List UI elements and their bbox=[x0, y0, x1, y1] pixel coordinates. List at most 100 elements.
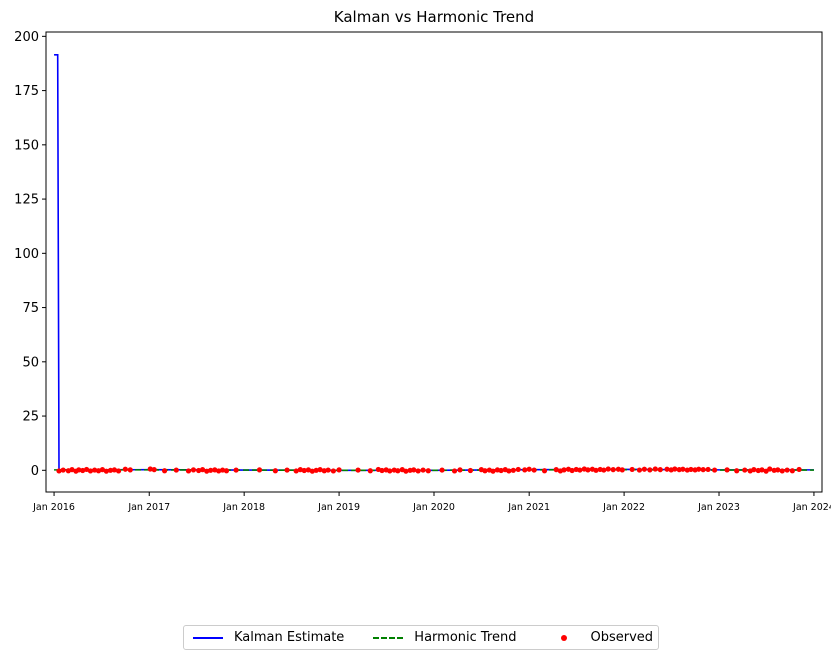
observed-point bbox=[688, 466, 694, 473]
observed-point bbox=[531, 467, 537, 473]
observed-point bbox=[297, 467, 303, 473]
y-tick-label: 125 bbox=[14, 193, 39, 208]
observed-point bbox=[272, 468, 278, 474]
observed-points bbox=[56, 466, 802, 474]
observed-point bbox=[779, 468, 785, 474]
y-tick-label: 175 bbox=[14, 84, 39, 99]
observed-point bbox=[641, 466, 647, 472]
chart-title: Kalman vs Harmonic Trend bbox=[334, 8, 534, 26]
observed-point bbox=[467, 467, 474, 474]
observed-point bbox=[629, 466, 635, 473]
observed-point bbox=[751, 467, 757, 473]
observed-point bbox=[212, 467, 218, 473]
legend-label: Observed bbox=[590, 630, 654, 645]
y-tick-label: 75 bbox=[22, 301, 39, 316]
observed-point bbox=[317, 467, 323, 473]
y-tick-label: 50 bbox=[22, 355, 39, 370]
observed-point bbox=[80, 467, 86, 474]
observed-point bbox=[420, 467, 426, 473]
observed-point bbox=[69, 467, 75, 473]
observed-point bbox=[775, 467, 781, 473]
y-tick-label: 0 bbox=[31, 464, 39, 479]
legend-swatch-dashed-line bbox=[371, 632, 405, 644]
observed-point bbox=[490, 468, 496, 474]
observed-point bbox=[700, 467, 706, 473]
observed-point bbox=[510, 467, 516, 473]
observed-point bbox=[767, 466, 773, 472]
observed-point bbox=[796, 466, 802, 473]
observed-point bbox=[711, 467, 718, 473]
observed-point bbox=[541, 468, 548, 474]
observed-point bbox=[76, 467, 82, 473]
x-tick-label: Jan 2022 bbox=[602, 502, 645, 513]
legend-label: Harmonic Trend bbox=[414, 630, 517, 645]
observed-point bbox=[403, 468, 409, 474]
observed-point bbox=[321, 468, 327, 474]
observed-point bbox=[615, 466, 621, 472]
observed-point bbox=[387, 468, 393, 474]
observed-point bbox=[284, 467, 290, 473]
kalman-estimate-line bbox=[54, 53, 814, 472]
observed-point bbox=[610, 467, 616, 473]
observed-point bbox=[561, 467, 567, 473]
x-tick-label: Jan 2021 bbox=[507, 502, 550, 513]
legend-swatch-dot bbox=[547, 632, 581, 644]
observed-point bbox=[111, 467, 117, 473]
observed-point bbox=[367, 468, 373, 474]
observed-point bbox=[724, 467, 730, 473]
x-axis: Jan 2016 Jan 2017 Jan 2018 Jan 2019 Jan 2020… bbox=[32, 492, 831, 513]
observed-point bbox=[451, 468, 458, 474]
observed-point bbox=[233, 467, 239, 473]
observed-point bbox=[99, 467, 106, 473]
observed-point bbox=[127, 467, 133, 473]
observed-point bbox=[657, 467, 663, 473]
observed-point bbox=[301, 467, 307, 474]
observed-point bbox=[457, 467, 463, 473]
y-axis: 0 25 50 75 100 125 150 175 200 bbox=[14, 30, 46, 479]
observed-point bbox=[219, 467, 226, 473]
observed-point bbox=[664, 466, 670, 472]
legend-item-harmonic-trend: Harmonic Trend bbox=[371, 630, 516, 645]
observed-point bbox=[425, 468, 431, 474]
observed-point bbox=[60, 467, 66, 473]
observed-point bbox=[569, 467, 575, 474]
y-tick-label: 25 bbox=[22, 410, 39, 425]
observed-point bbox=[734, 468, 740, 474]
x-tick-label: Jan 2023 bbox=[697, 502, 740, 513]
observed-point bbox=[256, 467, 263, 473]
observed-point bbox=[601, 467, 607, 473]
observed-point bbox=[185, 468, 192, 474]
observed-point bbox=[439, 467, 445, 473]
observed-point bbox=[482, 468, 488, 474]
x-tick-label: Jan 2017 bbox=[127, 502, 170, 513]
observed-point bbox=[161, 468, 168, 474]
observed-point bbox=[305, 467, 311, 473]
observed-point bbox=[619, 467, 625, 473]
legend-item-observed: Observed bbox=[547, 630, 653, 645]
observed-point bbox=[122, 466, 128, 472]
observed-point bbox=[309, 468, 315, 474]
x-tick-label: Jan 2018 bbox=[222, 502, 265, 513]
observed-point bbox=[553, 467, 559, 473]
observed-point bbox=[522, 467, 528, 473]
observed-point bbox=[355, 467, 361, 473]
observed-point bbox=[577, 467, 583, 473]
observed-point bbox=[759, 467, 765, 473]
y-tick-label: 200 bbox=[14, 30, 39, 45]
axes-frame bbox=[45, 31, 823, 493]
observed-point bbox=[605, 466, 611, 472]
observed-point bbox=[593, 467, 599, 473]
observed-point bbox=[742, 467, 748, 473]
observed-point bbox=[208, 467, 214, 473]
observed-point bbox=[56, 468, 62, 474]
legend-item-kalman-estimate: Kalman Estimate bbox=[191, 630, 344, 645]
observed-point bbox=[216, 468, 222, 474]
observed-point bbox=[103, 468, 109, 474]
legend-label: Kalman Estimate bbox=[234, 630, 345, 645]
observed-point bbox=[585, 467, 591, 473]
observed-point bbox=[789, 468, 795, 474]
observed-point bbox=[83, 466, 90, 473]
observed-point bbox=[647, 467, 653, 473]
plot-area bbox=[54, 53, 814, 474]
observed-point bbox=[498, 467, 504, 474]
